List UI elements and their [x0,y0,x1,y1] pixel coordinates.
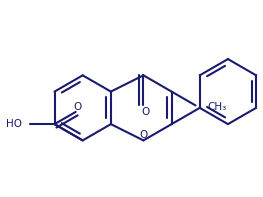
Text: CH₃: CH₃ [207,102,227,112]
Text: HO: HO [6,119,22,129]
Text: O: O [141,107,149,116]
Text: O: O [139,130,148,140]
Text: O: O [73,102,82,112]
